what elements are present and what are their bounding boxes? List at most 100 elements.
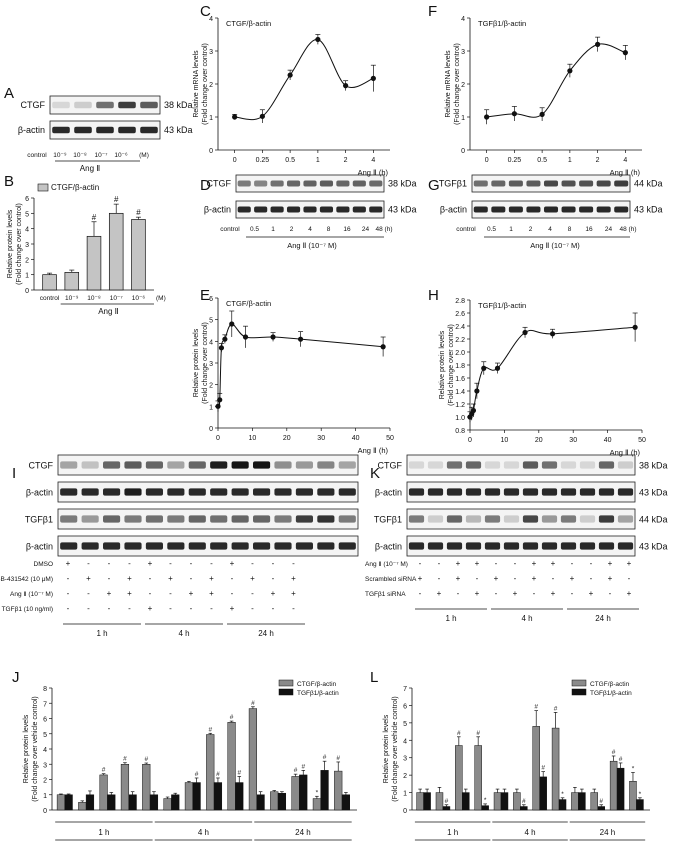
blot-band [614,206,629,213]
bar [64,272,80,291]
panel-label-E: E [200,287,210,304]
blot-row-label: β-actin [375,488,402,498]
blot-band [598,542,615,550]
blot-band [145,461,163,469]
y-axis-label: Relative mRNA levels [193,50,200,118]
blot-band [74,101,92,109]
bar [341,794,350,811]
y-axis-label: (Fold change over control) [16,203,23,285]
time-label: 24 h [258,629,274,638]
data-point [229,321,235,327]
data-point [242,334,249,340]
blot-band [96,101,114,109]
blot-strip [406,535,636,557]
treatment-sign: - [87,559,90,568]
time-label: 24 h [595,614,611,623]
treatment-sign: + [168,574,173,583]
x-tick-label: 40 [352,435,360,442]
blot-band [503,542,520,550]
panel-label-F: F [428,3,437,20]
data-point [474,388,480,394]
treatment-sign: - [590,559,593,568]
lane-label: 10⁻⁷ [94,152,108,159]
blot-band [408,542,425,550]
x-tick-label: 4 [623,157,627,164]
treatment-sign: - [251,589,254,598]
treatment-sign: - [149,574,152,583]
treatment-sign: - [438,574,441,583]
x-tick-label: 30 [569,437,577,444]
blot-frame [57,454,359,476]
blot-row-label: TGFβ1 [374,515,402,525]
time-label: 1 h [96,629,107,638]
blot-band [491,180,506,187]
blot-band [408,488,425,496]
treatment-sign: + [291,574,296,583]
y-axis-label: Relative protein levels [383,714,390,783]
treatment-sign: - [108,604,111,613]
blot-frame [406,508,636,530]
blot-band [561,180,576,187]
bar [108,212,124,291]
blot-band [210,515,228,523]
y-axis-label: Relative protein levels [439,330,446,399]
chart-B: 0 1 2 3 4 5 6 Relative protein levels (Fold chan… [7,183,166,316]
data-point [539,111,545,117]
blot-strip [406,481,636,503]
x-tick-label: 0.25 [508,157,522,164]
kda-label: 38 kDa [639,461,668,471]
blot-strip [406,508,636,530]
bar [149,794,159,811]
significance-mark: # [323,754,327,761]
blot-band [118,126,136,134]
panel-label-A: A [4,85,14,102]
blot-band [617,488,634,496]
blot-band [522,542,539,550]
x-tick-label: control [40,295,60,302]
blot-band [579,461,596,469]
chart-F: 0 1 2 3 4 Relative mRNA levels (Fold change ov… [445,16,642,177]
blot-band [60,488,78,496]
lane-label: 24 [605,226,613,233]
x-axis-label: Ang Ⅱ (h) [610,168,641,177]
bar [99,774,108,811]
significance-mark: * [639,791,642,798]
y-tick-label: 3 [209,361,213,368]
bar [539,776,547,811]
blot-band [503,488,520,496]
data-point [215,403,221,409]
significance-mark: # [541,765,545,772]
treatment-sign: + [418,574,423,583]
blot-band [60,542,78,550]
y-tick-label: 2 [25,257,29,264]
bar [131,219,146,291]
lane-label: 10⁻⁶ [114,152,128,159]
legend-label: CTGF/β-actin [590,681,630,688]
treatment-sign: - [169,589,172,598]
bar [163,798,172,811]
x-tick-label: 20 [535,437,543,444]
blot-band [52,126,70,134]
y-tick-label: 5 [43,732,47,739]
lane-label: 2 [290,226,294,233]
x-tick-label: 0 [485,157,489,164]
chart-title: TGFβ1/β-actin [478,19,526,28]
lane-label: 16 [585,226,593,233]
blot-band [508,206,523,213]
blot-strip [235,174,385,193]
blot-band [274,461,292,469]
blot-band [503,515,520,523]
y-tick-label: 4 [461,16,465,23]
blot-band [140,101,158,109]
blot-band [253,542,271,550]
data-point [259,113,265,119]
blot-band [231,488,249,496]
bar [609,760,618,811]
treatment-sign: + [66,559,71,568]
legend-swatch [37,183,49,192]
y-tick-label: 0.8 [455,428,465,435]
treatment-sign: + [551,559,556,568]
blot-band [317,488,335,496]
y-tick-label: 2.8 [455,298,465,305]
blot-band [446,542,463,550]
